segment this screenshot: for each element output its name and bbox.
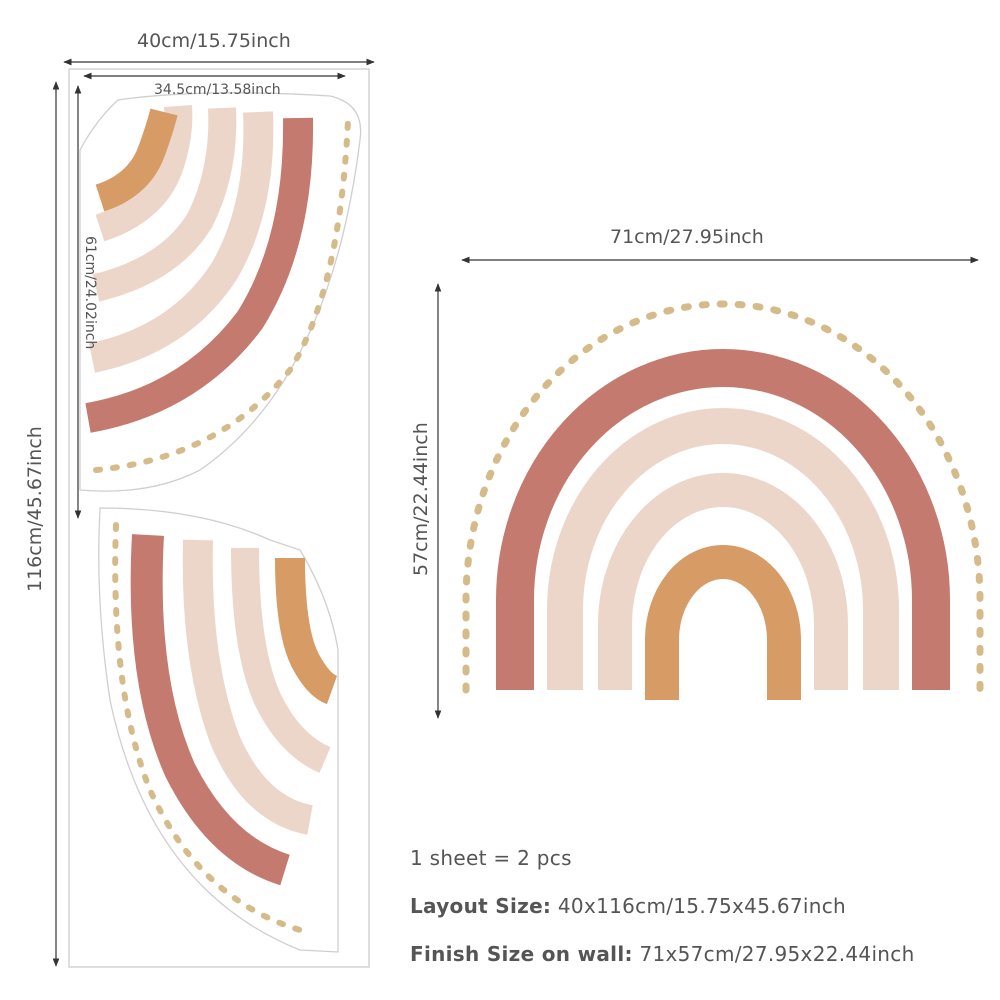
layout-width-label: 40cm/15.75inch	[137, 30, 291, 52]
layout-size-line: Layout Size: 40x116cm/15.75x45.67inch	[410, 894, 846, 918]
sticker-piece-top	[79, 92, 362, 492]
finish-size-label: Finish Size on wall:	[410, 942, 633, 966]
finish-width-label: 71cm/27.95inch	[610, 226, 764, 248]
sheet-count-text: 1 sheet = 2 pcs	[410, 846, 572, 870]
layout-size-label: Layout Size:	[410, 894, 552, 918]
finish-size-line: Finish Size on wall: 71x57cm/27.95x22.44…	[410, 942, 915, 966]
sticker-piece-bottom	[98, 507, 339, 953]
piece-height-label: 61cm/24.02inch	[82, 236, 98, 350]
finish-size-value: 71x57cm/27.95x22.44inch	[639, 942, 915, 966]
layout-height-label: 116cm/45.67inch	[24, 426, 46, 592]
layout-size-value: 40x116cm/15.75x45.67inch	[557, 894, 847, 918]
finish-height-label: 57cm/22.44inch	[410, 422, 432, 576]
finished-rainbow	[462, 300, 984, 700]
sticker-sheet	[68, 68, 370, 968]
piece-width-label: 34.5cm/13.58inch	[154, 82, 281, 98]
